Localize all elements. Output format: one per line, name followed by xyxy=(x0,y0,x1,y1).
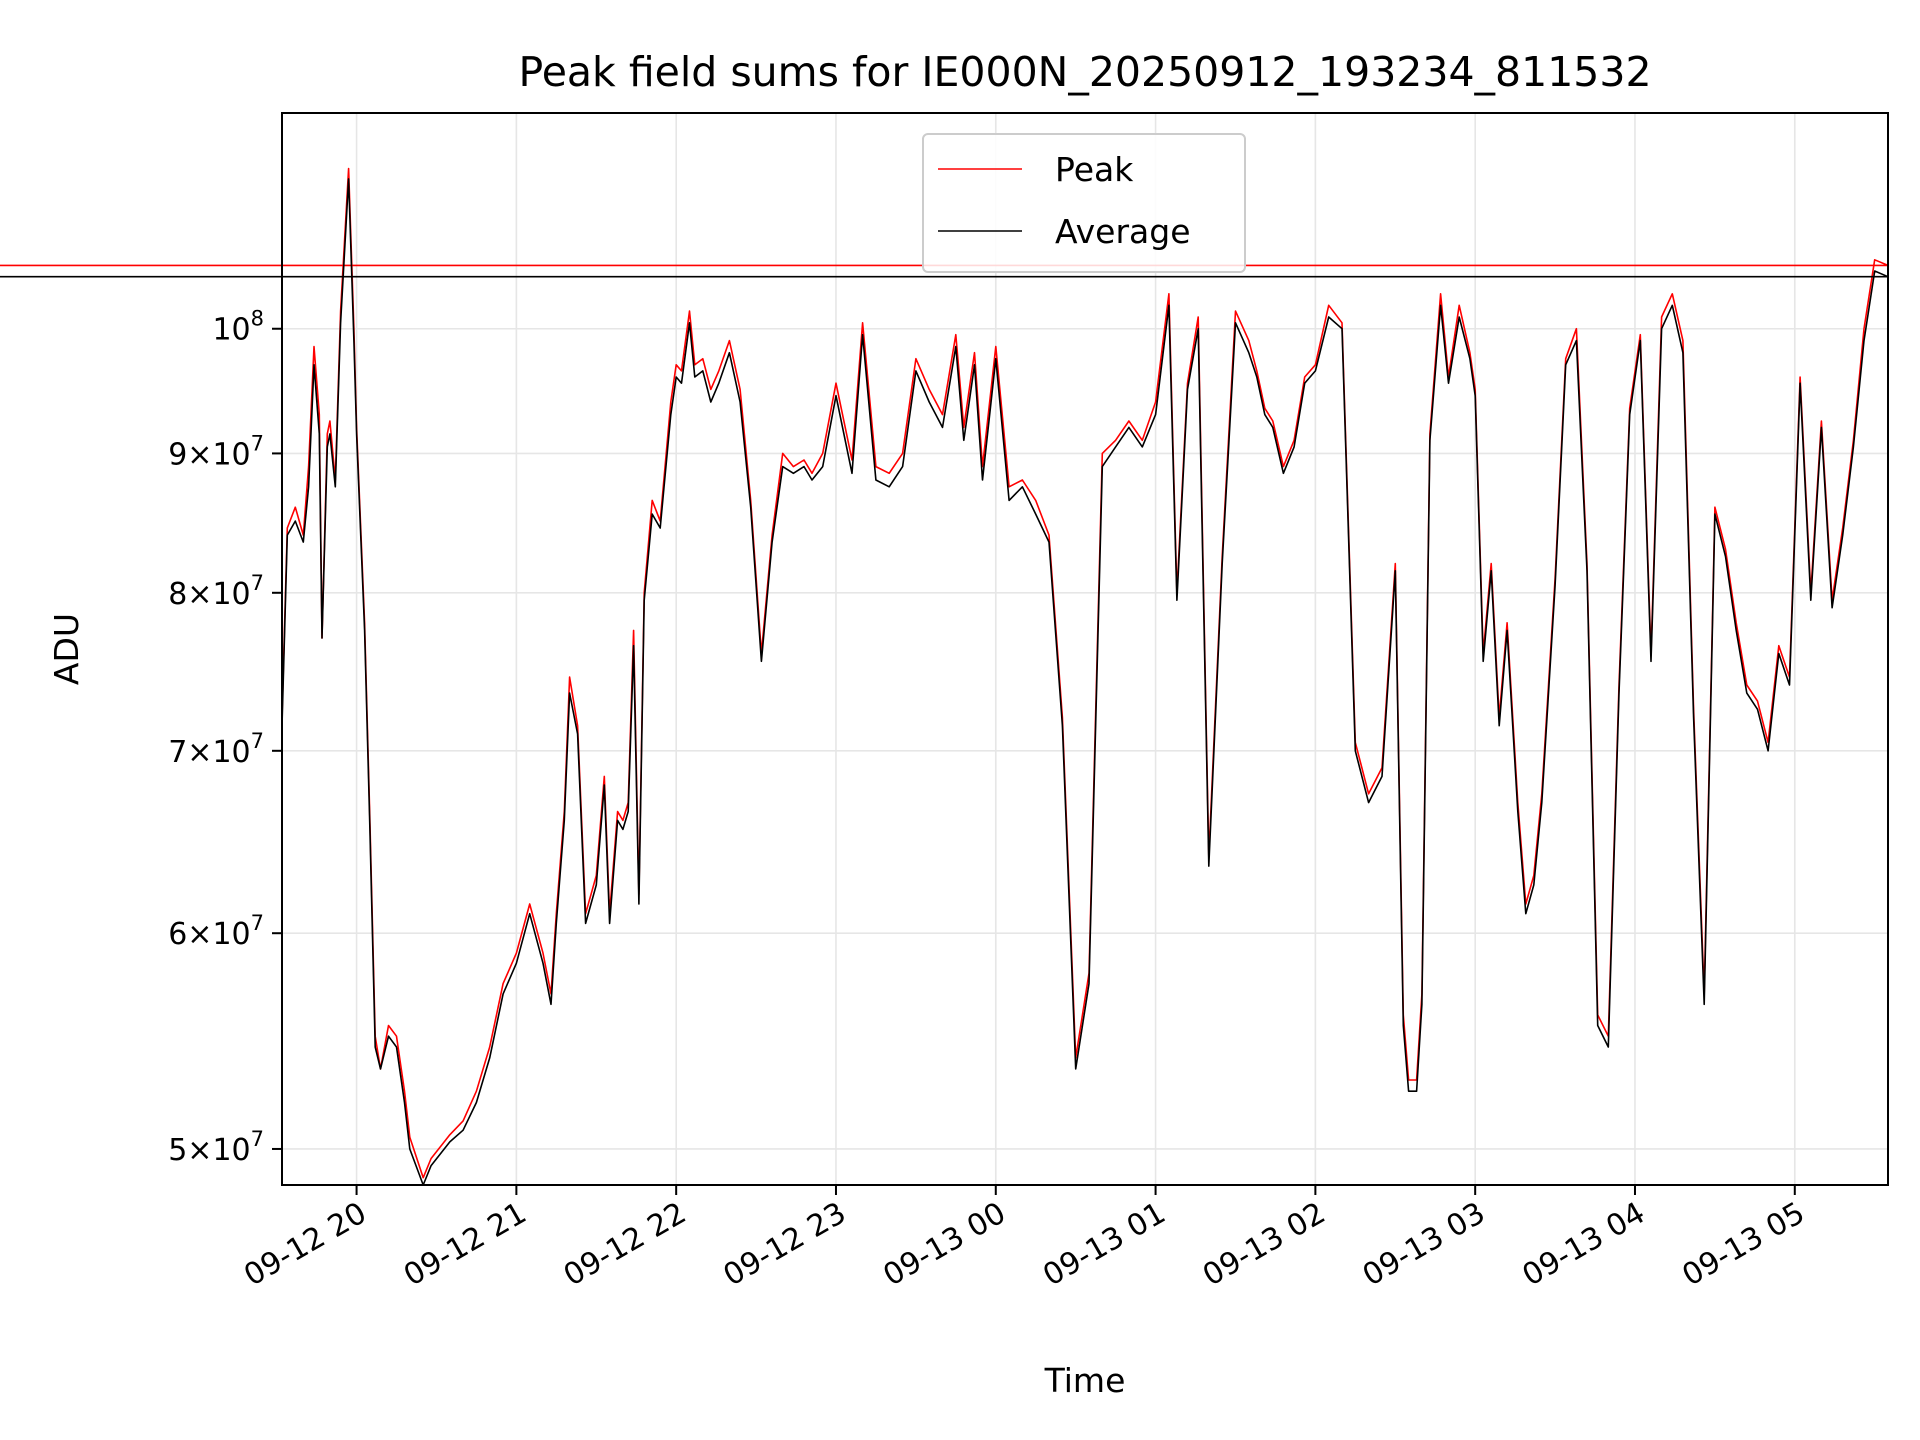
y-axis-title: ADU xyxy=(47,613,86,685)
x-tick-label: 09-13 02 xyxy=(1197,1196,1331,1294)
y-tick-times: × xyxy=(187,577,212,612)
y-tick-base: 10 xyxy=(212,577,250,612)
x-tick-label: 09-13 04 xyxy=(1517,1196,1651,1294)
y-tick-base: 10 xyxy=(212,437,250,472)
plot-area xyxy=(0,113,1888,1185)
y-tick-base: 10 xyxy=(212,313,250,348)
y-tick-exponent: 8 xyxy=(251,307,264,331)
y-tick-mantissa: 9 xyxy=(168,437,187,472)
grid-lines xyxy=(282,113,1888,1185)
x-axis: 09-12 20 09-12 21 09-12 22 09-12 23 09-13 00… xyxy=(238,1185,1811,1293)
x-tick-label: 09-13 03 xyxy=(1357,1196,1491,1294)
x-tick-label: 09-12 22 xyxy=(558,1196,692,1294)
y-tick-mantissa: 6 xyxy=(168,917,187,952)
chart-title: Peak field sums for IE000N_20250912_1932… xyxy=(518,48,1651,96)
y-tick-mantissa: 8 xyxy=(168,577,187,612)
y-tick-label: 108 xyxy=(212,307,264,348)
y-tick-times: × xyxy=(187,735,212,770)
y-tick-exponent: 7 xyxy=(251,1127,264,1151)
y-tick-mantissa: 7 xyxy=(168,735,187,770)
legend: Peak Average xyxy=(922,133,1246,273)
series-line-average xyxy=(0,133,1888,1185)
y-tick-label: 9×107 xyxy=(168,431,264,472)
x-tick-label: 09-13 00 xyxy=(877,1196,1011,1294)
x-axis-title: Time xyxy=(1044,1361,1126,1400)
x-tick-label: 09-12 21 xyxy=(398,1196,532,1294)
x-tick-label: 09-12 23 xyxy=(718,1196,852,1294)
y-tick-label: 8×107 xyxy=(168,571,264,612)
y-tick-exponent: 7 xyxy=(251,729,264,753)
x-tick-label: 09-13 05 xyxy=(1676,1196,1810,1294)
x-tick-label: 09-13 01 xyxy=(1037,1196,1171,1294)
y-tick-times: × xyxy=(187,1133,212,1168)
y-tick-exponent: 7 xyxy=(251,911,264,935)
y-tick-times: × xyxy=(187,917,212,952)
y-tick-mantissa: 5 xyxy=(168,1133,187,1168)
legend-label-average: Average xyxy=(1055,212,1191,251)
y-tick-exponent: 7 xyxy=(251,571,264,595)
y-tick-exponent: 7 xyxy=(251,431,264,455)
y-tick-label: 5×107 xyxy=(168,1127,264,1168)
plot-frame xyxy=(281,112,1889,1186)
y-tick-base: 10 xyxy=(212,917,250,952)
y-tick-times: × xyxy=(187,437,212,472)
y-tick-label: 6×107 xyxy=(168,911,264,952)
y-tick-label: 7×107 xyxy=(168,729,264,770)
x-tick-label: 09-12 20 xyxy=(238,1196,372,1294)
legend-label-peak: Peak xyxy=(1055,150,1134,189)
y-tick-base: 10 xyxy=(212,735,250,770)
y-tick-base: 10 xyxy=(212,1133,250,1168)
